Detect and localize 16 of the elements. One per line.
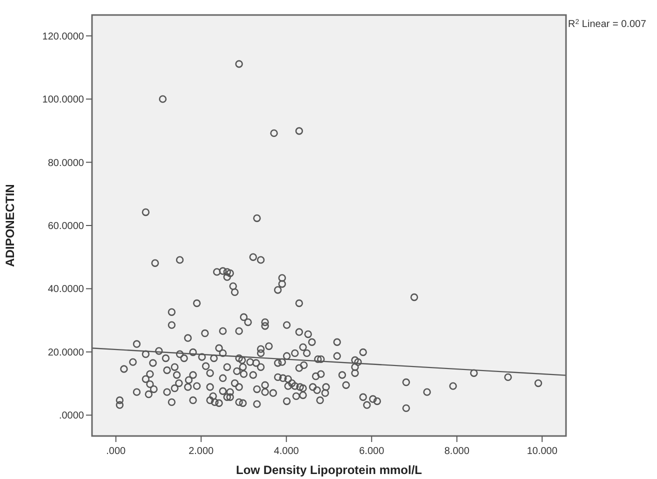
x-tick-label: 4.000 (274, 446, 300, 457)
y-axis-title: ADIPONECTIN (3, 184, 17, 267)
x-tick-label: 10.000 (526, 446, 558, 457)
text: R$^{2}$ Linear = 0.007 (568, 18, 647, 30)
y-tick-label: 20.0000 (48, 347, 84, 358)
y-tick-label: 100.0000 (42, 94, 84, 106)
y-tick-label: .0000 (58, 410, 84, 422)
x-tick-label: .000 (106, 446, 126, 457)
x-tick-label: 6.000 (359, 446, 385, 457)
y-tick-label: 80.0000 (48, 158, 84, 169)
x-axis-title: Low Density Lipoprotein mmol/L (236, 463, 422, 477)
y-tick-label: 60.0000 (48, 221, 84, 232)
y-tick-label: 120.0000 (42, 31, 84, 42)
x-tick-label: 8.000 (444, 446, 470, 457)
x-tick-label: 2.000 (188, 446, 214, 457)
y-tick-label: 40.0000 (48, 284, 84, 296)
